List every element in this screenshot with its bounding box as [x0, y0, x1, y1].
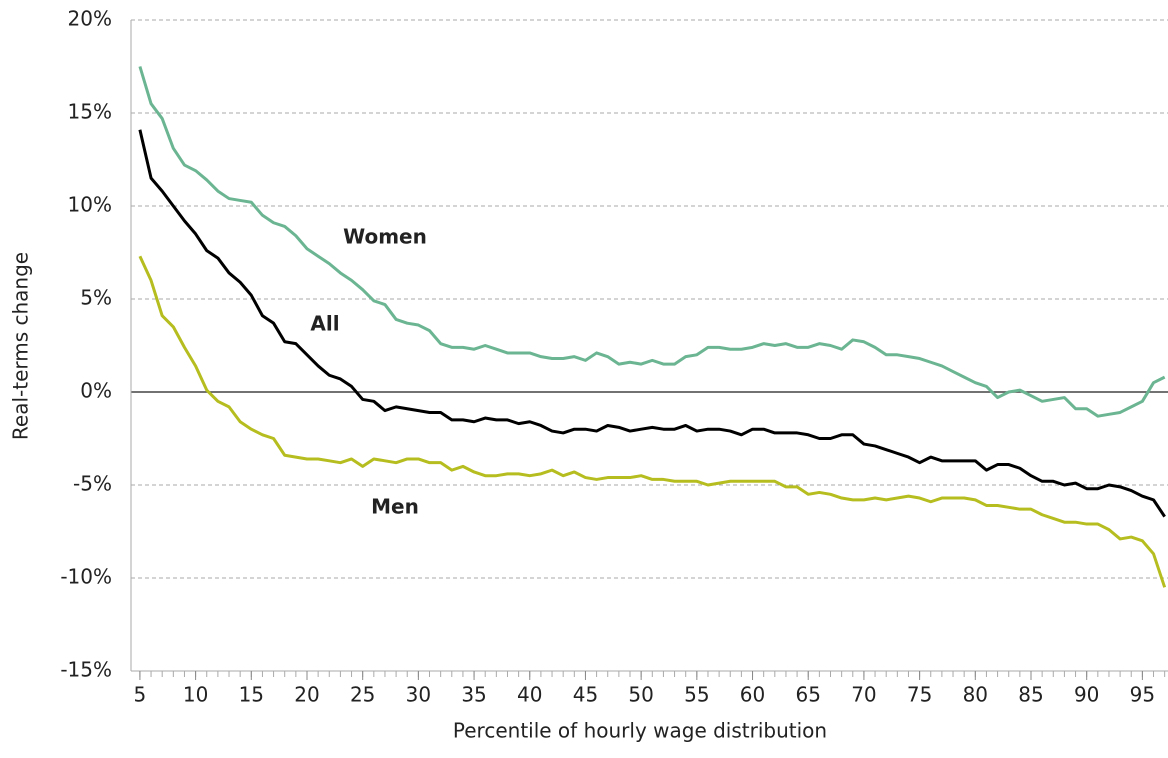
series-line: [138, 129, 1166, 518]
series-line: [138, 66, 1166, 418]
x-tick-label: 85: [1018, 683, 1043, 707]
x-tick-label: 5: [134, 683, 147, 707]
y-axis-label: Real-terms change: [9, 252, 33, 440]
x-axis-label: Percentile of hourly wage distribution: [453, 719, 827, 743]
y-tick-label: -5%: [73, 472, 112, 496]
y-tick-label: 0%: [80, 379, 112, 403]
y-tick-label: 15%: [68, 100, 112, 124]
series-label: Men: [371, 495, 419, 519]
y-tick-label: -15%: [60, 658, 112, 682]
x-tick-label: 80: [963, 683, 988, 707]
x-tick-label: 45: [573, 683, 598, 707]
x-tick-label: 20: [294, 683, 319, 707]
x-tick-label: 55: [684, 683, 709, 707]
x-tick-label: 40: [517, 683, 542, 707]
y-tick-label: 10%: [68, 193, 112, 217]
x-tick-label: 15: [239, 683, 264, 707]
y-tick-label: 5%: [80, 286, 112, 310]
y-tick-label: 20%: [68, 7, 112, 31]
x-tick-label: 35: [461, 683, 486, 707]
series-label: Women: [343, 225, 427, 249]
series-line: [138, 255, 1167, 588]
x-tick-label: 75: [907, 683, 932, 707]
x-tick-label: 25: [350, 683, 375, 707]
x-tick-label: 60: [740, 683, 765, 707]
series-label: All: [310, 312, 339, 336]
x-tick-label: 30: [406, 683, 431, 707]
y-tick-label: -10%: [60, 565, 112, 589]
x-tick-label: 70: [851, 683, 876, 707]
x-tick-label: 50: [628, 683, 653, 707]
x-tick-label: 10: [183, 683, 208, 707]
x-tick-label: 90: [1074, 683, 1099, 707]
x-tick-label: 95: [1130, 683, 1155, 707]
x-tick-label: 65: [795, 683, 820, 707]
